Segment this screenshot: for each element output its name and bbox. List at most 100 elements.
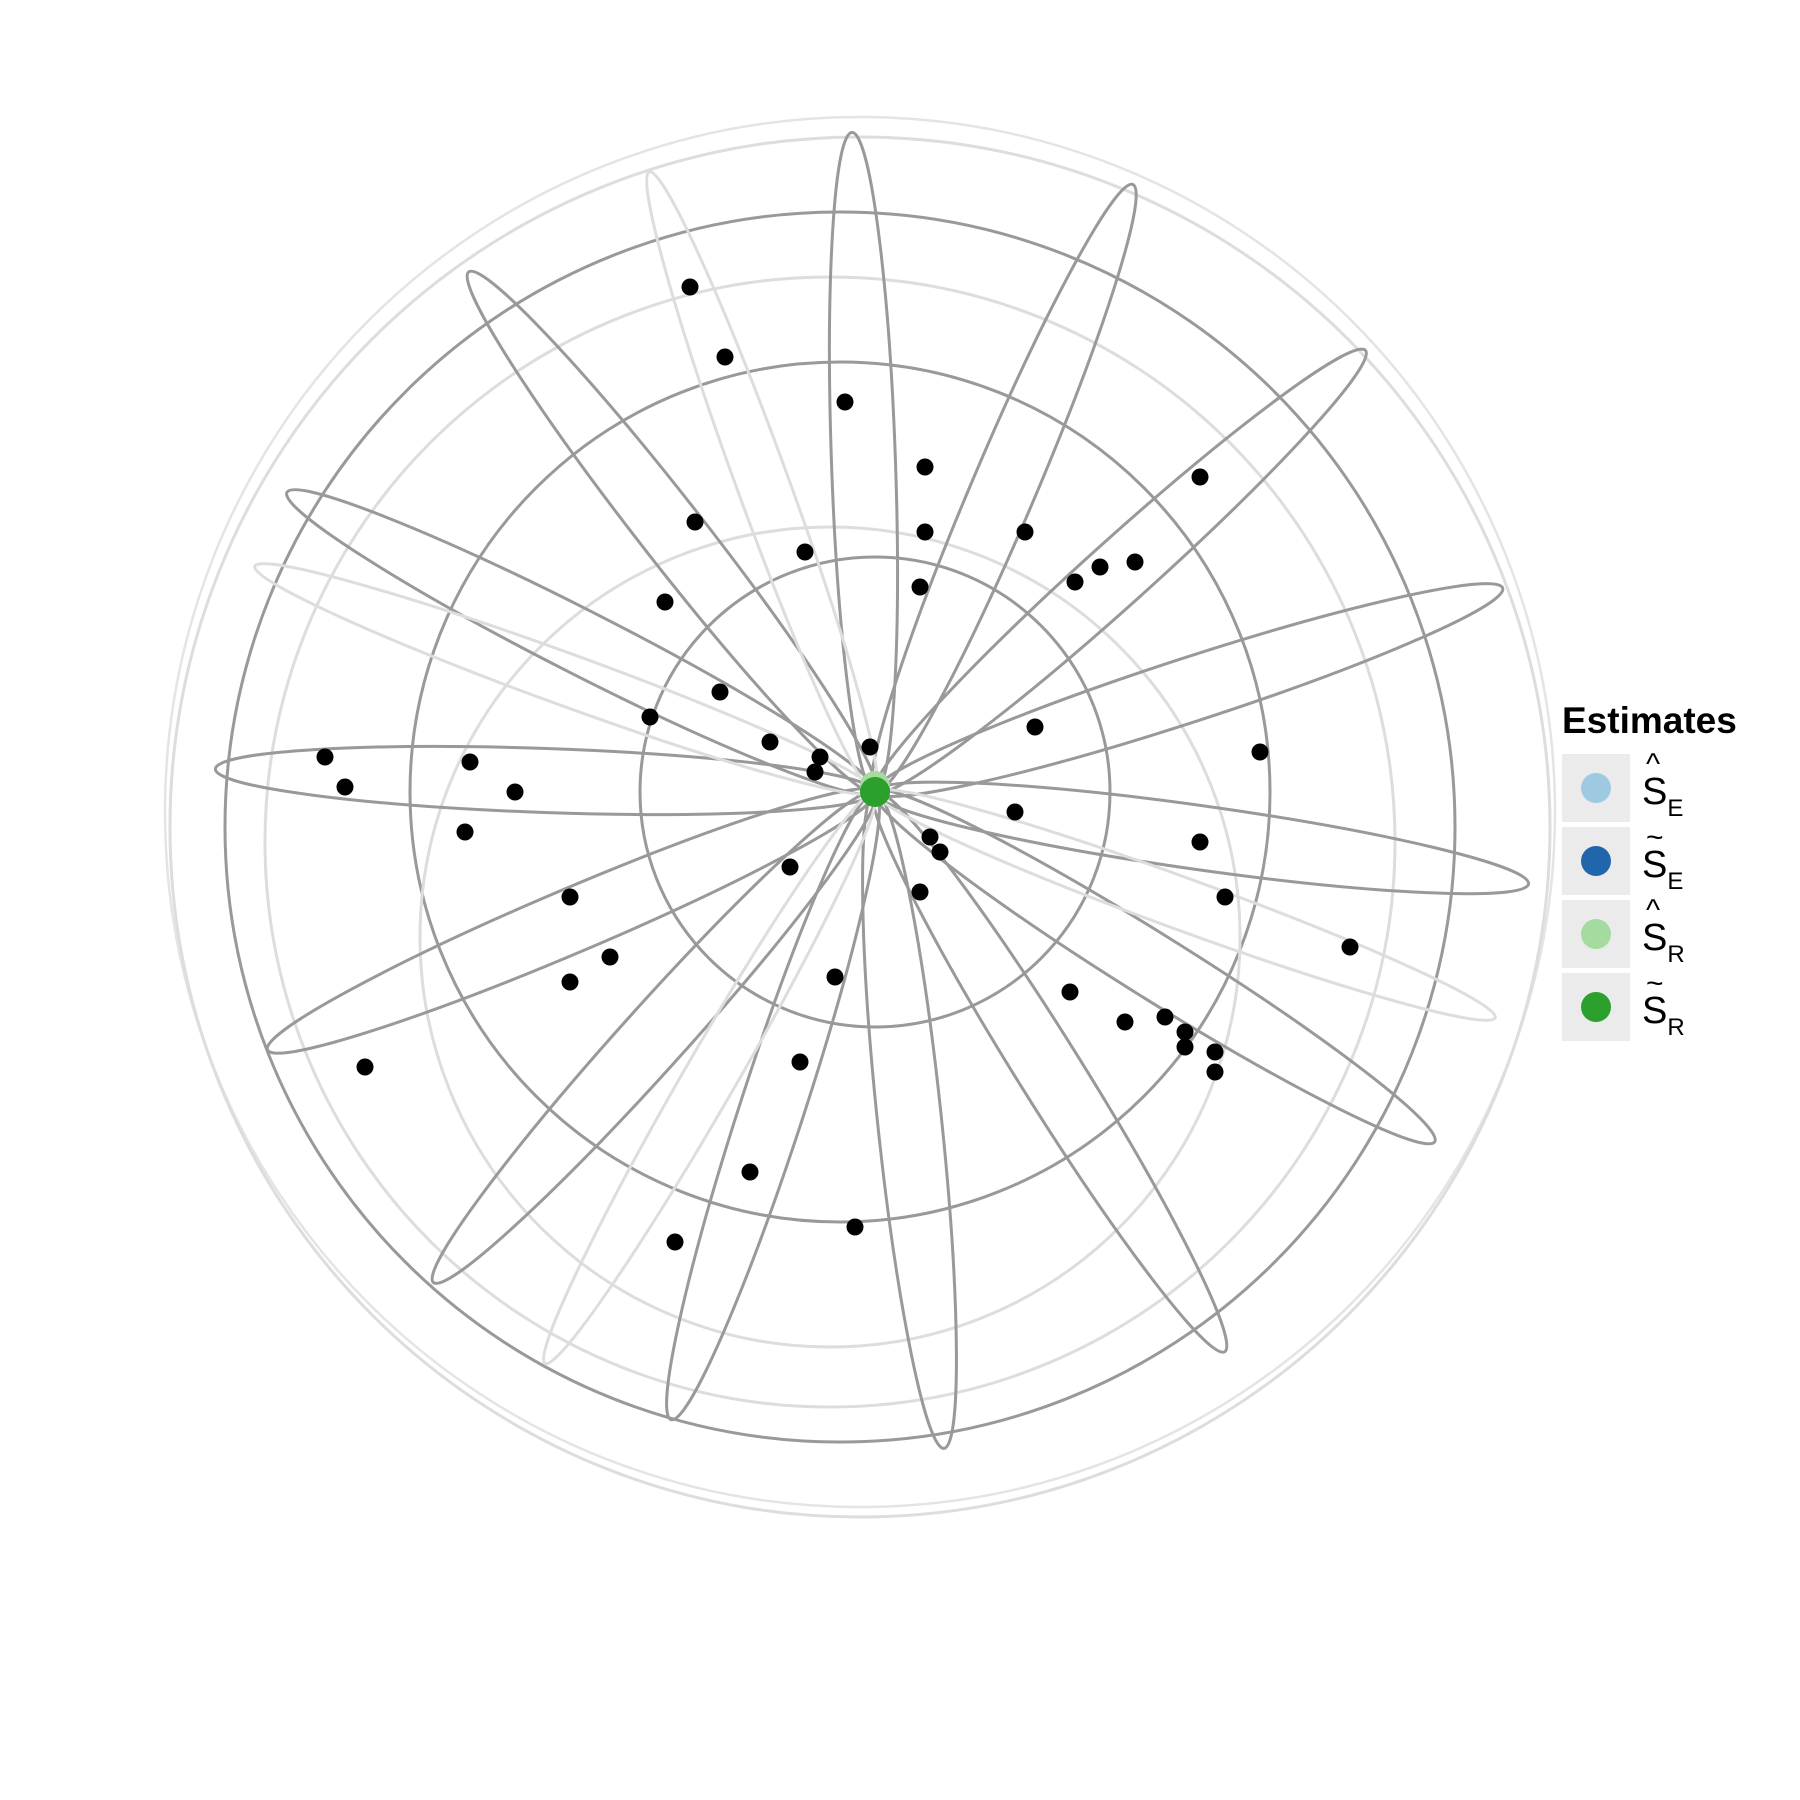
- legend-key: [1562, 827, 1630, 895]
- sample-point-5: [911, 578, 929, 596]
- legend-item-1: ~ SE: [1562, 823, 1792, 896]
- sample-point-30: [911, 883, 929, 901]
- legend-label-accent: ^: [1646, 894, 1661, 927]
- sample-point-25: [506, 783, 524, 801]
- legend-label: ^ SE: [1642, 750, 1762, 823]
- meridian-curve-7: [861, 790, 958, 1450]
- legend-label-subscript: R: [1667, 1014, 1685, 1041]
- grid-layer: [163, 115, 1557, 1519]
- sample-point-43: [1176, 1023, 1194, 1041]
- sample-point-48: [741, 1163, 759, 1181]
- sample-point-47: [791, 1053, 809, 1071]
- sample-point-9: [711, 683, 729, 701]
- grid-circle-4: [418, 525, 1242, 1349]
- sample-point-29: [931, 843, 949, 861]
- legend-label-symbol: SR: [1642, 917, 1685, 968]
- legend: Estimates ^ SE ~ SE ^ SR ~ SR: [1562, 700, 1792, 1046]
- meridian-curve-15: [873, 787, 1497, 1022]
- sample-point-46: [356, 1058, 374, 1076]
- sample-point-34: [781, 858, 799, 876]
- legend-label-symbol: SR: [1642, 990, 1685, 1041]
- meridian-curve-8: [665, 790, 881, 1422]
- legend-label-symbol: SE: [1642, 771, 1684, 822]
- sample-point-40: [1116, 1013, 1134, 1031]
- legend-swatch: [1581, 773, 1611, 803]
- sample-point-45: [1206, 1063, 1224, 1081]
- meridian-curve-5: [872, 788, 1437, 1146]
- sample-point-17: [1091, 558, 1109, 576]
- sample-point-22: [316, 748, 334, 766]
- meridian-curve-13: [465, 269, 879, 795]
- sample-point-36: [561, 973, 579, 991]
- sample-point-12: [811, 748, 829, 766]
- grid-circle-1: [408, 360, 1272, 1224]
- sample-point-21: [1251, 743, 1269, 761]
- legend-label-accent: ^: [1646, 748, 1661, 781]
- sample-point-19: [1191, 468, 1209, 486]
- grid-circle-6: [163, 115, 1557, 1509]
- sample-point-14: [806, 763, 824, 781]
- sample-point-41: [1156, 1008, 1174, 1026]
- estimates-layer: [860, 771, 890, 807]
- legend-item-3: ~ SR: [1562, 969, 1792, 1042]
- meridian-curve-11: [213, 744, 877, 816]
- sample-point-35: [601, 948, 619, 966]
- legend-label: ~ SR: [1642, 969, 1762, 1042]
- grid-circle-0: [638, 555, 1112, 1029]
- sample-point-13: [861, 738, 879, 756]
- meridian-curve-2: [872, 347, 1368, 795]
- legend-items: ^ SE ~ SE ^ SR ~ SR: [1562, 750, 1792, 1042]
- legend-label-subscript: E: [1667, 868, 1684, 895]
- sample-point-44: [1206, 1043, 1224, 1061]
- meridian-curve-6: [871, 789, 1229, 1354]
- sample-point-7: [796, 543, 814, 561]
- sample-point-18: [1126, 553, 1144, 571]
- sample-point-0: [681, 278, 699, 296]
- legend-label-accent: ~: [1646, 967, 1664, 1000]
- sample-point-50: [666, 1233, 684, 1251]
- sample-point-16: [1066, 573, 1084, 591]
- legend-label-accent: ~: [1646, 821, 1664, 854]
- estimate-point-3: [860, 777, 890, 807]
- sample-points-layer: [316, 278, 1359, 1251]
- sample-point-28: [921, 828, 939, 846]
- sample-point-8: [656, 593, 674, 611]
- sample-point-39: [1061, 983, 1079, 1001]
- grid-circle-3: [168, 135, 1552, 1519]
- legend-label: ^ SR: [1642, 896, 1762, 969]
- legend-item-2: ^ SR: [1562, 896, 1792, 969]
- legend-title: Estimates: [1562, 700, 1737, 741]
- meridian-curve-9: [430, 789, 878, 1285]
- sample-point-42: [1176, 1038, 1194, 1056]
- sample-point-1: [716, 348, 734, 366]
- sample-point-27: [1006, 803, 1024, 821]
- legend-swatch: [1581, 919, 1611, 949]
- sample-point-15: [1016, 523, 1034, 541]
- sample-point-4: [916, 523, 934, 541]
- legend-item-0: ^ SE: [1562, 750, 1792, 823]
- sample-point-23: [336, 778, 354, 796]
- legend-key: [1562, 900, 1630, 968]
- legend-swatch: [1581, 846, 1611, 876]
- sample-point-6: [686, 513, 704, 531]
- sample-point-32: [1216, 888, 1234, 906]
- legend-swatch: [1581, 992, 1611, 1022]
- meridian-curve-16: [541, 790, 879, 1366]
- meridian-curve-0: [827, 130, 899, 794]
- legend-label-subscript: R: [1667, 941, 1685, 968]
- sample-point-2: [836, 393, 854, 411]
- sample-point-49: [846, 1218, 864, 1236]
- legend-key: [1562, 754, 1630, 822]
- sample-point-33: [561, 888, 579, 906]
- legend-label: ~ SE: [1642, 823, 1762, 896]
- sample-point-3: [916, 458, 934, 476]
- sample-point-10: [641, 708, 659, 726]
- grid-circle-2: [223, 210, 1457, 1444]
- legend-key: [1562, 973, 1630, 1041]
- sample-point-37: [1341, 938, 1359, 956]
- legend-label-subscript: E: [1667, 795, 1684, 822]
- sample-point-31: [1191, 833, 1209, 851]
- sample-point-24: [461, 753, 479, 771]
- sample-point-26: [456, 823, 474, 841]
